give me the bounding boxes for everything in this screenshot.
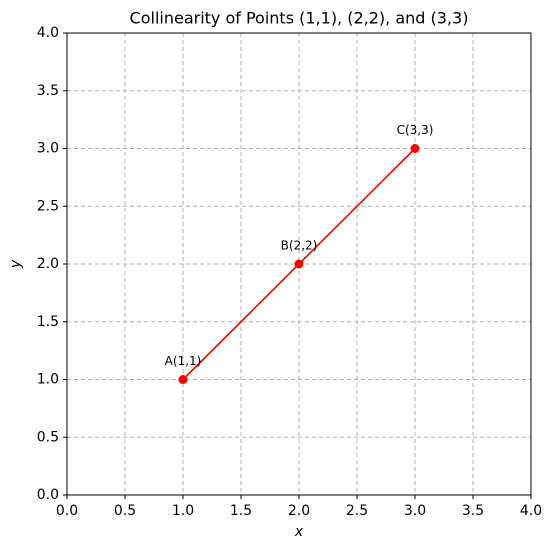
y-tick-label: 1.0 — [37, 372, 59, 388]
x-tick-label: 3.5 — [462, 503, 484, 519]
point-label: C(3,3) — [397, 123, 434, 137]
x-tick-label: 1.5 — [230, 503, 252, 519]
y-tick-label: 0.0 — [37, 487, 59, 503]
x-tick-label: 0.0 — [56, 503, 78, 519]
y-tick-label: 1.5 — [37, 314, 59, 330]
x-tick-label: 3.0 — [404, 503, 426, 519]
point — [294, 259, 304, 269]
x-tick-label: 2.5 — [346, 503, 368, 519]
x-tick-label: 0.5 — [114, 503, 136, 519]
chart-title: Collinearity of Points (1,1), (2,2), and… — [130, 9, 469, 28]
point-label: A(1,1) — [165, 354, 202, 368]
y-tick-label: 3.0 — [37, 141, 59, 157]
y-tick-label: 4.0 — [37, 25, 59, 41]
x-axis-label: x — [294, 524, 304, 540]
x-tick-label: 4.0 — [520, 503, 542, 519]
x-tick-label: 1.0 — [172, 503, 194, 519]
point-label: B(2,2) — [281, 239, 318, 253]
point — [178, 375, 188, 384]
y-tick-label: 2.5 — [37, 198, 59, 214]
plot-frame — [66, 32, 532, 496]
y-tick-label: 0.5 — [37, 429, 59, 445]
x-tick-label: 2.0 — [288, 503, 310, 519]
y-tick-label: 2.0 — [37, 256, 59, 272]
point — [410, 144, 420, 153]
y-tick-label: 3.5 — [37, 83, 59, 99]
y-axis-label: y — [8, 259, 24, 269]
